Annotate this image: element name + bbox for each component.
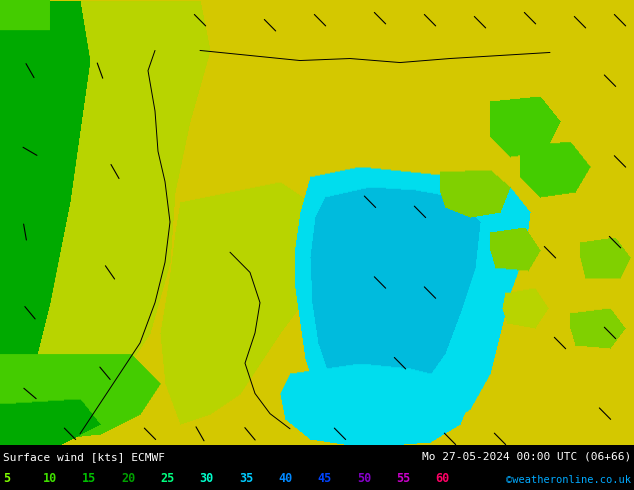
Text: 45: 45 — [318, 471, 332, 485]
Text: 35: 35 — [239, 471, 253, 485]
Text: 20: 20 — [121, 471, 135, 485]
Text: 10: 10 — [42, 471, 56, 485]
Text: 30: 30 — [200, 471, 214, 485]
Text: 15: 15 — [82, 471, 96, 485]
Text: 55: 55 — [396, 471, 410, 485]
Text: 5: 5 — [3, 471, 10, 485]
Text: 25: 25 — [160, 471, 174, 485]
Text: 40: 40 — [278, 471, 292, 485]
Text: Surface wind [kts] ECMWF: Surface wind [kts] ECMWF — [3, 452, 165, 462]
Text: 50: 50 — [357, 471, 371, 485]
Text: Mo 27-05-2024 00:00 UTC (06+66): Mo 27-05-2024 00:00 UTC (06+66) — [422, 452, 631, 462]
Text: 60: 60 — [436, 471, 450, 485]
Text: ©weatheronline.co.uk: ©weatheronline.co.uk — [506, 475, 631, 485]
